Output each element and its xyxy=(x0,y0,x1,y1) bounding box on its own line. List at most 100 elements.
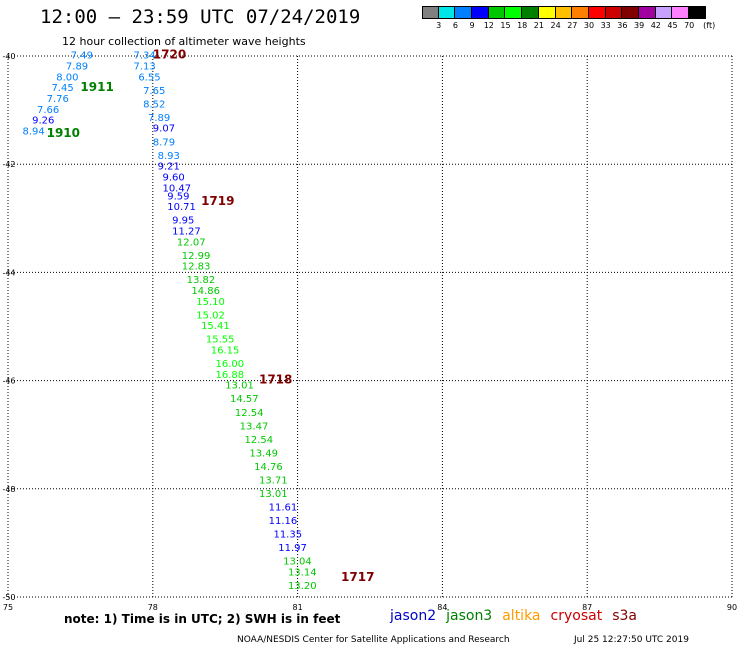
wave-height-value: 15.02 xyxy=(196,310,225,321)
color-scale-bar xyxy=(422,6,706,19)
color-scale-label: 24 xyxy=(550,21,561,30)
wave-height-value: 16.15 xyxy=(211,346,240,357)
color-scale-label: 12 xyxy=(483,21,494,30)
wave-height-value: 14.86 xyxy=(191,286,220,297)
wave-height-value: 11.35 xyxy=(273,529,302,540)
color-scale-label: 21 xyxy=(533,21,544,30)
pass-time-label: 1720 xyxy=(153,48,186,62)
color-scale-unit: (ft) xyxy=(703,21,716,30)
wave-height-value: 7.89 xyxy=(148,113,170,124)
wave-height-value: 11.61 xyxy=(269,502,298,513)
x-tick-label: 81 xyxy=(293,603,303,612)
legend-item-s3a: s3a xyxy=(612,608,637,624)
color-scale-swatch xyxy=(588,6,606,19)
x-tick-label: 87 xyxy=(582,603,592,612)
wave-height-value: 10.71 xyxy=(167,202,196,213)
pass-time-label: 1719 xyxy=(201,194,234,208)
wave-height-value: 7.76 xyxy=(47,94,69,105)
wave-height-value: 12.99 xyxy=(182,251,211,262)
legend-item-jason3: jason3 xyxy=(446,608,493,624)
pass-time-label: 1717 xyxy=(341,570,374,584)
wave-height-value: 8.93 xyxy=(158,151,180,162)
legend-item-altika: altika xyxy=(502,608,541,624)
color-scale-swatch xyxy=(505,6,523,19)
color-scale-swatch xyxy=(605,6,623,19)
wave-height-value: 15.10 xyxy=(196,297,225,308)
color-scale-swatch xyxy=(622,6,639,19)
color-scale-swatch xyxy=(455,6,473,19)
wave-height-value: 16.88 xyxy=(216,370,245,381)
color-scale-swatch xyxy=(555,6,573,19)
wave-height-value: 13.01 xyxy=(259,489,288,500)
color-scale-label: 39 xyxy=(634,21,645,30)
wave-height-value: 6.55 xyxy=(138,72,160,83)
wave-height-value: 14.76 xyxy=(254,462,283,473)
y-tick-label: -48 xyxy=(2,485,15,494)
x-tick-label: 90 xyxy=(727,603,737,612)
color-scale-swatch xyxy=(638,6,656,19)
wave-height-value: 10.47 xyxy=(162,183,191,194)
color-scale-label: 70 xyxy=(684,21,695,30)
wave-height-value: 15.41 xyxy=(201,321,230,332)
wave-height-value: 7.45 xyxy=(51,83,73,94)
x-tick-label: 84 xyxy=(437,603,447,612)
wave-height-value: 9.21 xyxy=(158,162,180,173)
wave-height-value: 9.95 xyxy=(172,216,194,227)
color-scale-label: 30 xyxy=(583,21,595,30)
wave-height-value: 7.65 xyxy=(143,86,165,97)
pass-time-label: 1910 xyxy=(47,126,80,140)
wave-height-value: 13.47 xyxy=(240,421,269,432)
wave-height-value: 9.60 xyxy=(162,172,184,183)
color-scale-swatch xyxy=(672,6,689,19)
color-scale-label: 33 xyxy=(600,21,611,30)
pass-time-label: 1911 xyxy=(80,80,113,94)
color-scale-swatch xyxy=(572,6,589,19)
wave-height-value: 8.94 xyxy=(22,126,44,137)
color-scale-swatch xyxy=(422,6,439,19)
legend-item-jason2: jason2 xyxy=(390,608,437,624)
color-scale-label: 36 xyxy=(617,21,628,30)
satellite-legend: jason2 jason3 altika cryosat s3a xyxy=(390,608,647,624)
color-scale-label: 15 xyxy=(500,21,511,30)
wave-height-value: 8.52 xyxy=(143,99,165,110)
footnote: note: 1) Time is in UTC; 2) SWH is in fe… xyxy=(64,612,341,626)
color-scale-swatch xyxy=(655,6,673,19)
wave-height-value: 12.83 xyxy=(182,262,211,273)
y-tick-label: -44 xyxy=(2,268,15,277)
color-scale-swatch xyxy=(472,6,489,19)
color-scale-label: 27 xyxy=(567,21,578,30)
y-tick-label: -46 xyxy=(2,377,15,386)
credit-text: NOAA/NESDIS Center for Satellite Applica… xyxy=(237,635,510,645)
color-scale-swatch xyxy=(438,6,456,19)
color-scale-swatch xyxy=(522,6,539,19)
color-scale-label: 18 xyxy=(517,21,528,30)
color-scale-labels: 3 6 9 12 15 18 21 24 27 30 33 36 39 42 45 70 (ft) xyxy=(422,21,732,33)
wave-height-value: 8.00 xyxy=(56,72,78,83)
wave-height-value: 13.82 xyxy=(187,275,216,286)
wave-height-value: 7.66 xyxy=(37,105,59,116)
page-title: 12:00 — 23:59 UTC 07/24/2019 xyxy=(40,6,361,28)
wave-height-value: 12.07 xyxy=(177,237,206,248)
wave-height-value: 7.49 xyxy=(71,51,93,62)
wave-height-value: 15.55 xyxy=(206,335,235,346)
wave-height-value: 9.59 xyxy=(167,191,189,202)
wave-height-value: 16.00 xyxy=(216,359,245,370)
wave-height-value: 13.71 xyxy=(259,475,288,486)
wave-height-value: 13.01 xyxy=(225,381,254,392)
wave-height-value: 14.57 xyxy=(230,394,259,405)
color-scale-label: 6 xyxy=(452,21,458,30)
wave-height-value: 11.27 xyxy=(172,227,201,238)
wave-height-value: 9.26 xyxy=(32,116,54,127)
x-tick-label: 78 xyxy=(148,603,158,612)
legend-item-cryosat: cryosat xyxy=(550,608,603,624)
wave-height-value: 7.89 xyxy=(66,62,88,73)
wave-height-value: 12.54 xyxy=(245,435,274,446)
timestamp-text: Jul 25 12:27:50 UTC 2019 xyxy=(574,635,689,645)
wave-height-value: 13.04 xyxy=(283,557,312,568)
wave-height-value: 9.07 xyxy=(153,124,175,135)
wave-height-value: 7.13 xyxy=(133,62,155,73)
color-scale-swatch xyxy=(538,6,556,19)
color-scale-label: 45 xyxy=(667,21,678,30)
wave-height-value: 12.54 xyxy=(235,408,264,419)
